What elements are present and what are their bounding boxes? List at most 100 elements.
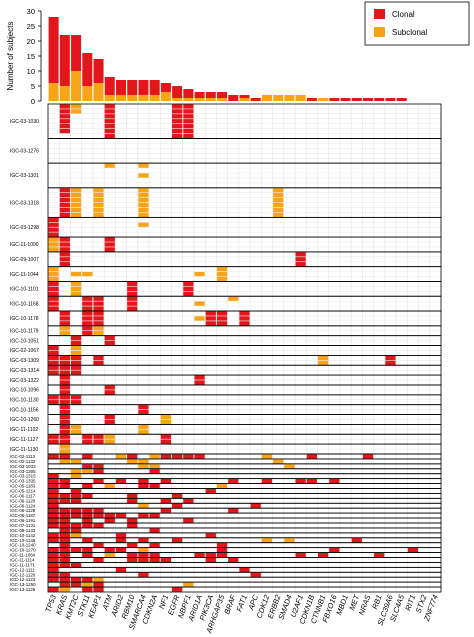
mutation-cell xyxy=(48,503,59,508)
sample-label: IGC-03-1335 xyxy=(10,479,36,484)
mutation-cell xyxy=(70,547,82,553)
mutation-cell xyxy=(48,281,59,287)
bar-clonal-rbm10 xyxy=(127,80,138,95)
mutation-cell xyxy=(48,488,59,494)
sample-row xyxy=(47,384,442,396)
mutation-cell xyxy=(48,439,59,444)
mutation-cell xyxy=(82,464,93,469)
mutation-cell xyxy=(59,212,70,218)
mutation-cell xyxy=(70,400,82,405)
mutation-cell xyxy=(59,331,70,336)
sample-label: IGC-10-1178 xyxy=(10,316,39,322)
sample-row xyxy=(47,478,442,484)
sample-row xyxy=(47,266,442,282)
mutation-cell xyxy=(59,119,70,124)
mutation-cell xyxy=(59,400,70,405)
mutation-cell xyxy=(59,419,70,425)
mutation-cell xyxy=(70,533,82,538)
mutation-cell xyxy=(138,478,149,484)
mutation-cell xyxy=(172,133,183,139)
mutation-cell xyxy=(70,360,82,365)
mutation-cell xyxy=(284,538,295,543)
mutation-cell xyxy=(138,207,149,213)
mutation-cell xyxy=(82,331,93,336)
sample-row xyxy=(47,364,442,376)
legend: Clonal Subclonal xyxy=(364,1,470,46)
sample-label: IGC-12-1123 xyxy=(10,577,36,582)
mutation-cell xyxy=(183,498,194,503)
mutation-cell xyxy=(104,128,115,134)
sample-row xyxy=(47,502,442,509)
sample-label: IGC-05-1214 xyxy=(10,489,36,494)
mutation-cell xyxy=(59,197,70,203)
mutation-cell xyxy=(138,503,149,508)
mutation-cell xyxy=(127,454,138,459)
mutation-cell xyxy=(138,409,149,415)
mutation-cell xyxy=(48,237,59,242)
bar-subclonal-egfr xyxy=(172,98,183,101)
bar-subclonal-kras xyxy=(59,86,70,101)
bar-subclonal-kmt2c xyxy=(71,71,82,101)
sample-label: IGC-11-1044 xyxy=(10,272,39,278)
sample-row xyxy=(47,281,442,297)
mutation-cell xyxy=(172,503,183,508)
mutation-cell xyxy=(59,390,70,395)
mutation-cell xyxy=(104,414,115,420)
mutation-cell xyxy=(59,311,70,316)
mutation-cell xyxy=(82,306,93,311)
bar-subclonal-tp53 xyxy=(48,83,59,101)
mutation-cell xyxy=(48,266,59,272)
mutation-cell xyxy=(70,429,82,434)
legend-label-subclonal: Subclonal xyxy=(392,28,427,37)
mutation-cell xyxy=(59,365,70,370)
mutation-cell xyxy=(93,197,104,203)
mutation-cell xyxy=(82,582,93,587)
mutation-cell xyxy=(194,375,205,380)
mutation-cell xyxy=(104,163,115,168)
mutation-cell xyxy=(172,114,183,119)
sample-row xyxy=(47,483,442,489)
mutation-cell xyxy=(127,552,138,558)
bar-chart xyxy=(48,17,407,101)
sample-row xyxy=(47,517,442,524)
mutation-cell xyxy=(70,355,82,361)
mutation-cell xyxy=(93,311,104,316)
mutation-cell xyxy=(48,301,59,306)
mutation-cell xyxy=(59,385,70,390)
sample-label: IGC-10-1146 xyxy=(10,538,36,543)
bar-clonal-slc39a6 xyxy=(385,98,396,101)
mutation-cell xyxy=(93,508,104,513)
sample-row xyxy=(47,394,442,406)
mutation-cell xyxy=(138,202,149,208)
sample-row xyxy=(47,458,442,465)
bar-clonal-apc xyxy=(250,98,261,101)
bar-clonal-rb1 xyxy=(374,98,385,101)
mutation-cell xyxy=(59,552,70,558)
sample-row xyxy=(47,216,442,238)
mutation-cell xyxy=(48,587,59,592)
mutation-cell xyxy=(273,212,284,218)
mutation-cell xyxy=(93,207,104,213)
sample-row xyxy=(47,497,442,504)
mutation-cell xyxy=(149,483,160,489)
y-tick-label: 10 xyxy=(27,67,35,76)
sample-label: IGC-03-1298 xyxy=(10,225,39,231)
mutation-cell xyxy=(82,538,93,543)
mutation-cell xyxy=(59,429,70,434)
mutation-cell xyxy=(59,109,70,114)
sample-label: IGC-02-1133 xyxy=(10,459,36,464)
mutation-cell xyxy=(59,128,70,134)
mutation-cell xyxy=(239,316,250,321)
sample-label: IGC-06-1191 xyxy=(10,518,36,523)
mutation-cell xyxy=(48,232,59,237)
mutation-cell xyxy=(59,409,70,415)
mutation-cell xyxy=(59,518,70,523)
mutation-cell xyxy=(261,478,273,484)
bar-subclonal-arhgap35 xyxy=(217,98,228,101)
sample-row xyxy=(47,581,442,588)
mutation-cell xyxy=(59,104,70,109)
mutation-cell xyxy=(59,124,70,129)
bar-subclonal-cdk12 xyxy=(261,95,272,101)
mutation-cell xyxy=(138,557,149,563)
mutation-cell xyxy=(104,247,115,252)
